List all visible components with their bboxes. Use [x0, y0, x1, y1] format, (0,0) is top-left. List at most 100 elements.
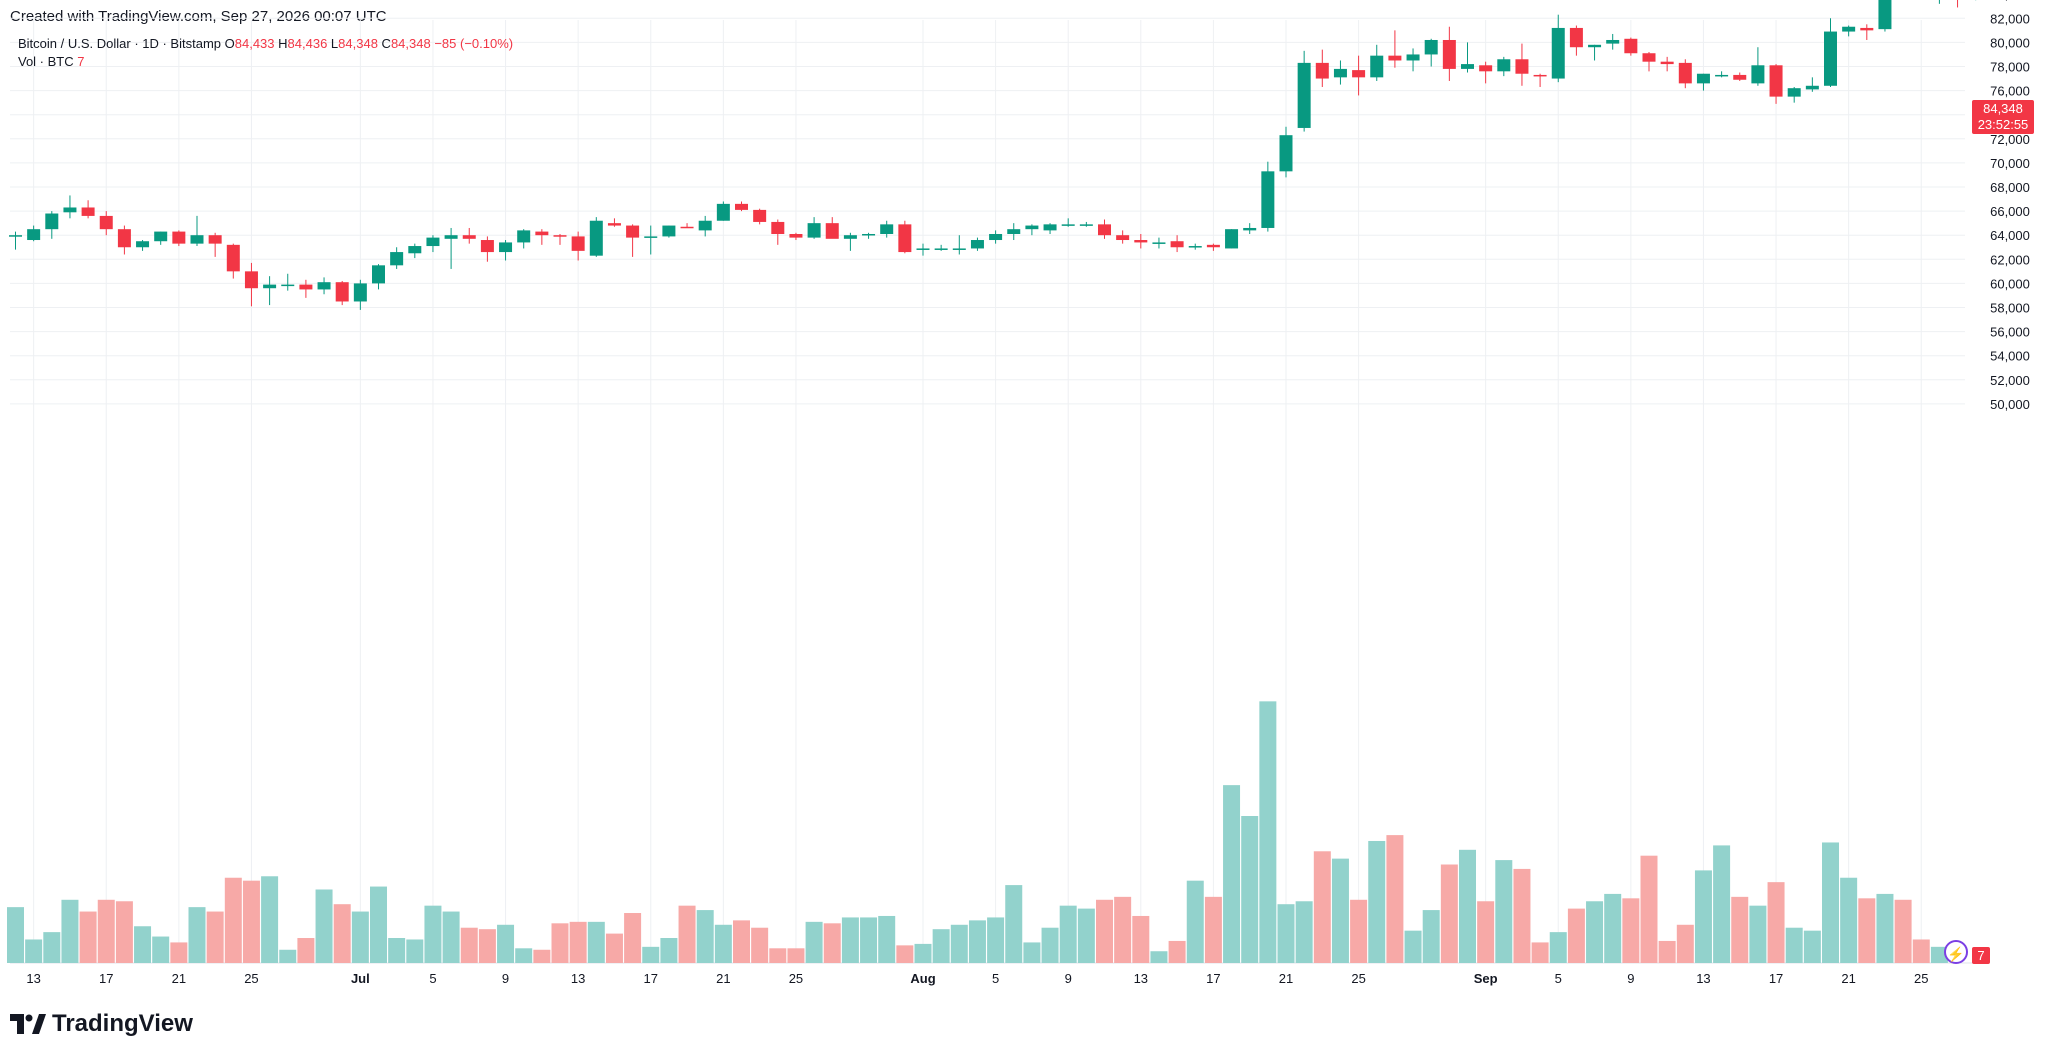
volume-bar	[551, 923, 569, 963]
x-tick-label: 21	[716, 971, 730, 986]
candle-body	[1461, 64, 1474, 69]
candle-body	[281, 284, 295, 287]
volume-bar	[587, 921, 605, 963]
x-tick-label: 21	[172, 971, 186, 986]
volume-bar	[1077, 908, 1095, 963]
volume-bar	[1713, 845, 1731, 963]
candle-body	[1025, 225, 1039, 230]
volume-bar	[261, 876, 279, 963]
candle-body	[1333, 68, 1347, 78]
candle-body	[789, 233, 803, 238]
x-tick-label: 25	[1914, 971, 1928, 986]
volume-bar	[932, 929, 950, 963]
volume-bar	[878, 915, 896, 963]
volume-bar	[7, 907, 24, 963]
volume-bar	[370, 886, 387, 963]
volume-bar	[1440, 864, 1458, 963]
candle-body	[1678, 62, 1692, 84]
volume-bar	[1894, 899, 1912, 963]
candle-body	[462, 235, 476, 239]
y-tick-label: 60,000	[1990, 276, 2030, 291]
y-tick-label: 56,000	[1990, 325, 2030, 340]
open-value: 84,433	[234, 36, 275, 51]
volume-bar	[43, 932, 61, 963]
x-tick-label: 17	[1206, 971, 1220, 986]
volume-bar	[823, 923, 841, 963]
candle-body	[1624, 38, 1638, 54]
candle-body	[372, 265, 385, 284]
volume-bar	[1186, 880, 1204, 963]
candle-body	[390, 252, 404, 266]
candle-body	[1551, 27, 1565, 79]
y-tick-label: 68,000	[1990, 180, 2030, 195]
candle-body	[208, 235, 222, 244]
candle-body	[408, 246, 422, 254]
volume-bar	[406, 939, 424, 963]
candle-body	[1424, 39, 1438, 55]
candle-body	[1261, 171, 1275, 228]
volume-bar	[224, 877, 242, 963]
volume-bar	[188, 907, 206, 963]
candle-body	[553, 235, 567, 237]
x-tick-label: Jul	[351, 971, 370, 986]
volume-bar	[914, 943, 932, 963]
candle-body	[644, 236, 658, 238]
candles	[9, 0, 1977, 310]
candle-body	[1352, 70, 1366, 78]
candle-body	[499, 242, 513, 253]
volume-bar	[25, 939, 43, 963]
candle-body	[299, 284, 313, 290]
volume-bar	[61, 899, 79, 963]
x-tick-label: 21	[1279, 971, 1293, 986]
y-tick-label: 58,000	[1990, 301, 2030, 316]
volume-bar	[460, 927, 478, 963]
header-caption: Created with TradingView.com, Sep 27, 20…	[10, 8, 387, 25]
volume-bar	[696, 910, 714, 963]
volume-bar	[1840, 877, 1858, 963]
volume-bar	[533, 949, 551, 963]
volume-bar	[660, 938, 678, 963]
volume-bar	[1277, 904, 1295, 963]
volume-bar	[1731, 896, 1749, 963]
volume-bar	[1204, 896, 1222, 963]
volume-bar	[1513, 868, 1531, 963]
y-tick-label: 64,000	[1990, 228, 2030, 243]
candle-body	[843, 235, 857, 239]
candle-body	[1279, 135, 1293, 172]
candle-body	[1297, 62, 1311, 128]
volume-bar	[950, 924, 968, 963]
y-axis: 50,000 52,000 54,000 56,000 58,000 60,000 62,0…	[1990, 0, 2030, 412]
candle-body	[662, 225, 676, 237]
lightning-icon[interactable]: ⚡	[1944, 940, 1968, 964]
candle-body	[535, 231, 549, 236]
volume-bar	[1858, 898, 1876, 963]
volume-bar	[1622, 898, 1640, 963]
y-tick-label: 70,000	[1990, 156, 2030, 171]
volume-bar	[1114, 896, 1132, 963]
x-tick-label: 9	[1065, 971, 1072, 986]
candle-body	[190, 235, 204, 244]
volume-value: 7	[77, 54, 85, 69]
x-tick-label: 13	[1696, 971, 1710, 986]
volume-bar	[297, 938, 315, 963]
volume-bar	[1876, 893, 1894, 963]
volume-bar	[1604, 893, 1622, 963]
volume-bar	[642, 946, 660, 963]
volume-bar	[1749, 905, 1767, 963]
x-tick-label: 9	[502, 971, 509, 986]
volume-bar	[424, 905, 442, 963]
candle-body	[680, 226, 694, 229]
volume-bar	[279, 949, 297, 963]
candle-body	[1370, 55, 1384, 78]
candle-body	[480, 240, 494, 253]
candle-body	[263, 284, 277, 289]
x-tick-label: 13	[571, 971, 585, 986]
candle-body	[1098, 224, 1111, 236]
candle-body	[63, 207, 77, 213]
price-chart[interactable]: 50,000 52,000 54,000 56,000 58,000 60,000 62,0…	[0, 0, 2048, 1000]
volume-bar	[1477, 901, 1495, 963]
candle-body	[1769, 65, 1783, 97]
volume-bar	[1041, 927, 1059, 963]
candle-body	[1388, 55, 1402, 61]
last-price-value: 84,348	[1983, 101, 2023, 116]
